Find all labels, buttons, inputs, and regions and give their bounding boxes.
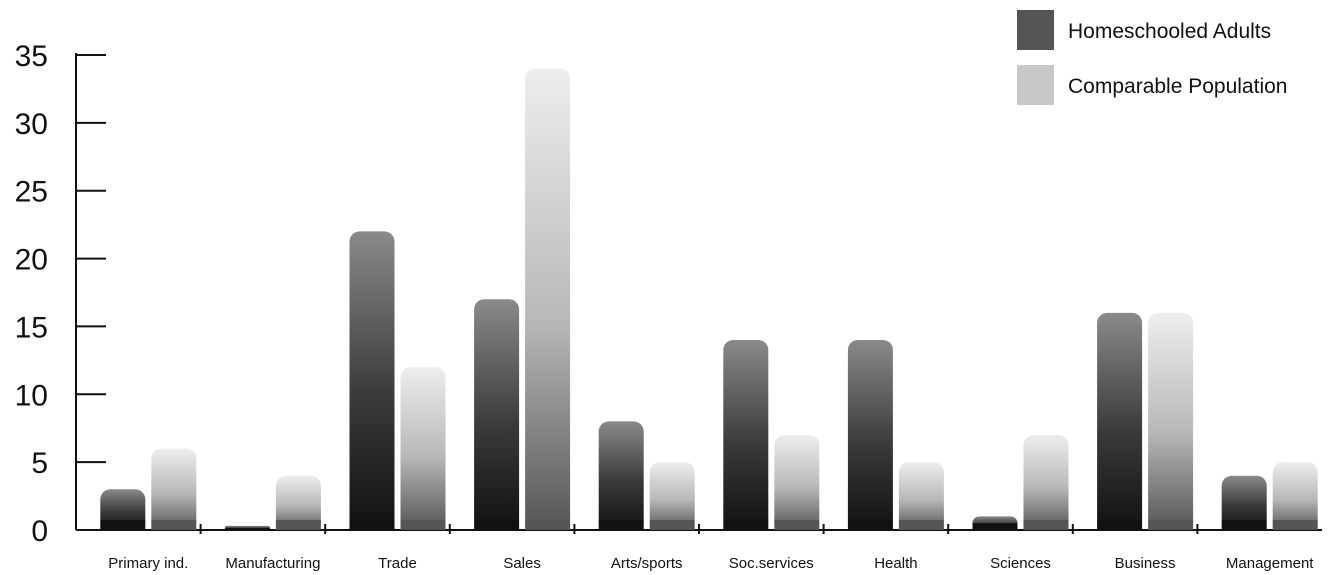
x-tick-label-sciences: Sciences [990, 555, 1051, 572]
bar-base-homeschooled-adults-soc-services [723, 520, 769, 530]
bar-base-homeschooled-adults-trade [349, 520, 395, 530]
bar-base-homeschooled-adults-sales [474, 520, 520, 530]
legend-label-comparable-population: Comparable Population [1068, 75, 1287, 98]
x-tick-label-soc-services: Soc.services [729, 555, 814, 572]
bar-homeschooled-adults-soc-services [723, 340, 769, 530]
bar-base-comparable-population-primary-ind [151, 520, 197, 530]
bar-base-comparable-population-trade [400, 520, 446, 530]
bar-base-comparable-population-management [1272, 520, 1318, 530]
bar-base-homeschooled-adults-manufacturing [224, 527, 270, 530]
bar-base-homeschooled-adults-health [847, 520, 893, 530]
bar-base-homeschooled-adults-management [1221, 520, 1267, 530]
bar-base-comparable-population-health [898, 520, 944, 530]
y-tick-label: 20 [15, 244, 48, 277]
bar-comparable-population-trade [400, 367, 446, 530]
x-tick-label-trade: Trade [378, 555, 417, 572]
bar-base-homeschooled-adults-sciences [972, 523, 1018, 530]
y-tick-label: 15 [15, 311, 48, 344]
x-tick-label-primary-ind: Primary ind. [108, 555, 188, 572]
y-tick-label: 5 [31, 447, 48, 480]
legend-swatch-comparable-population [1017, 65, 1054, 105]
legend: Homeschooled Adults Comparable Population [1017, 10, 1287, 105]
x-tick-label-health: Health [874, 555, 917, 572]
legend-swatch-homeschooled-adults [1017, 10, 1054, 50]
bar-base-comparable-population-sales [525, 520, 571, 530]
bar-base-comparable-population-soc-services [774, 520, 820, 530]
bar-base-comparable-population-manufacturing [275, 520, 321, 530]
bar-comparable-population-soc-services [774, 435, 820, 530]
bar-base-homeschooled-adults-primary-ind [100, 520, 146, 530]
y-axis: 0 5 10 15 20 25 30 35 [15, 40, 106, 548]
bar-base-comparable-population-sciences [1023, 520, 1069, 530]
bar-comparable-population-arts-sports [649, 462, 695, 530]
y-tick-label: 10 [15, 379, 48, 412]
bar-base-comparable-population-business [1148, 520, 1194, 530]
x-tick-label-management: Management [1226, 555, 1314, 572]
y-tick-label: 25 [15, 176, 48, 209]
bar-comparable-population-health [898, 462, 944, 530]
y-tick-label: 35 [15, 40, 48, 73]
x-tick-label-arts-sports: Arts/sports [611, 555, 683, 572]
legend-label-homeschooled-adults: Homeschooled Adults [1068, 20, 1271, 43]
y-tick-label: 0 [31, 515, 48, 548]
bar-comparable-population-sales [525, 68, 571, 531]
bar-homeschooled-adults-sales [474, 299, 520, 530]
bar-comparable-population-manufacturing [275, 475, 321, 530]
bar-base-homeschooled-adults-arts-sports [598, 520, 644, 530]
bar-homeschooled-adults-primary-ind [100, 489, 146, 530]
bar-base-comparable-population-arts-sports [649, 520, 695, 530]
bars [100, 68, 1318, 531]
bar-comparable-population-primary-ind [151, 448, 197, 530]
bar-homeschooled-adults-management [1221, 475, 1267, 530]
bar-comparable-population-management [1272, 462, 1318, 530]
bar-comparable-population-sciences [1023, 435, 1069, 530]
x-tick-label-sales: Sales [503, 555, 541, 572]
bar-homeschooled-adults-health [847, 340, 893, 530]
bar-homeschooled-adults-arts-sports [598, 421, 644, 530]
bar-homeschooled-adults-trade [349, 231, 395, 530]
y-tick-label: 30 [15, 108, 48, 141]
x-tick-label-manufacturing: Manufacturing [225, 555, 320, 572]
bar-base-homeschooled-adults-business [1097, 520, 1143, 530]
bar-comparable-population-business [1148, 312, 1194, 530]
category-labels: Primary ind. Manufacturing Trade Sales Arts/… [108, 555, 1314, 572]
bar-homeschooled-adults-business [1097, 312, 1143, 530]
x-tick-label-business: Business [1115, 555, 1176, 572]
